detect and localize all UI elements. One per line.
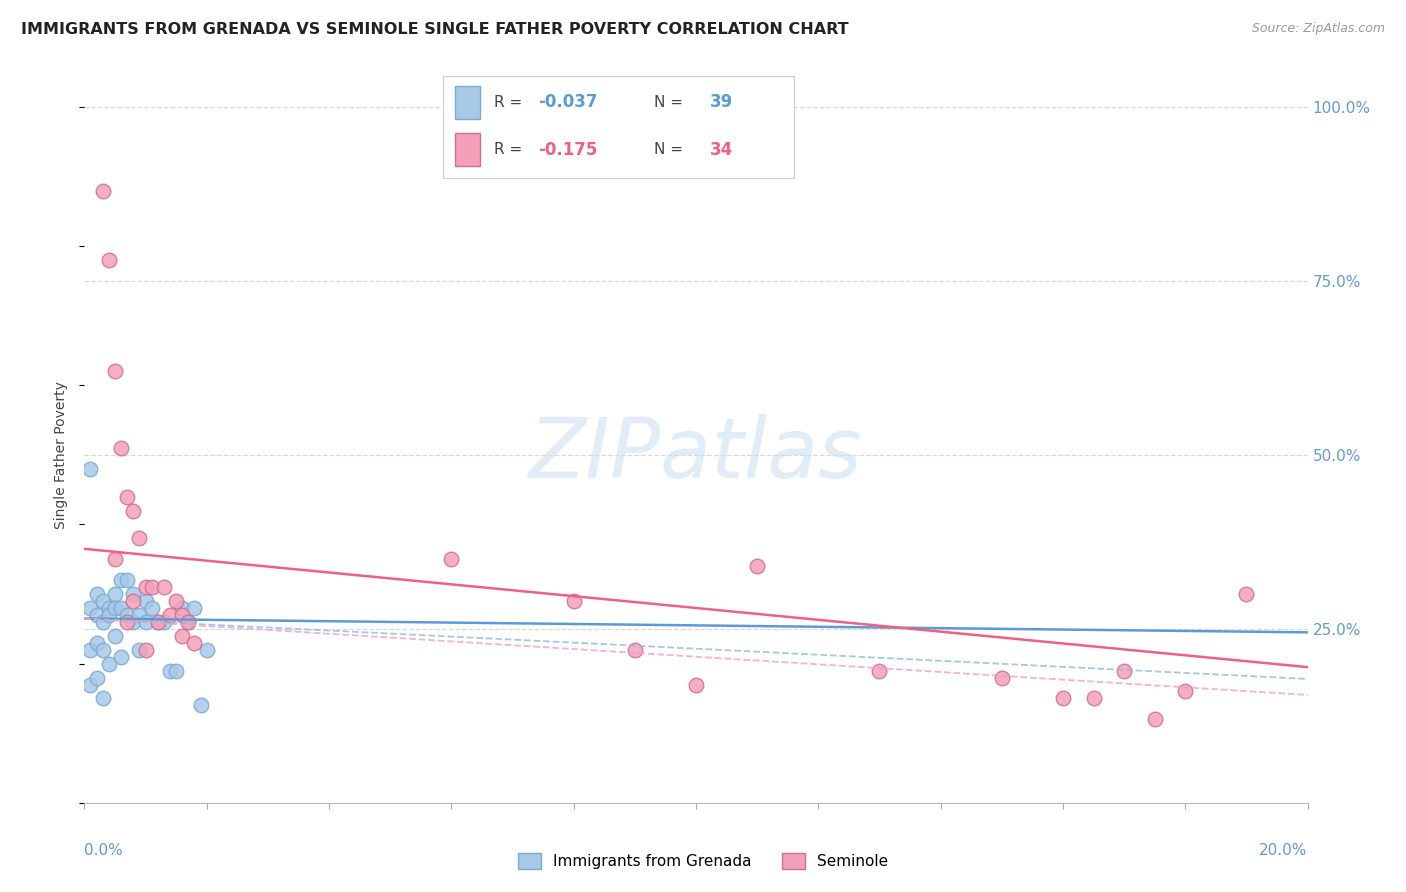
Point — [141, 580, 163, 594]
FancyBboxPatch shape — [456, 87, 479, 119]
Point — [86, 587, 108, 601]
Point — [122, 503, 145, 517]
Point — [141, 601, 163, 615]
Text: R =: R = — [494, 95, 527, 110]
Point — [172, 607, 194, 622]
Point — [1236, 587, 1258, 601]
Point — [747, 559, 769, 574]
Point — [110, 601, 132, 615]
Point — [135, 615, 157, 629]
Point — [115, 615, 138, 629]
Point — [104, 364, 127, 378]
Point — [183, 601, 205, 615]
Text: IMMIGRANTS FROM GRENADA VS SEMINOLE SINGLE FATHER POVERTY CORRELATION CHART: IMMIGRANTS FROM GRENADA VS SEMINOLE SING… — [21, 22, 849, 37]
Point — [122, 587, 145, 601]
Point — [153, 580, 176, 594]
Point — [135, 580, 157, 594]
Point — [1143, 712, 1166, 726]
Point — [1174, 684, 1197, 698]
Text: Source: ZipAtlas.com: Source: ZipAtlas.com — [1251, 22, 1385, 36]
Text: 20.0%: 20.0% — [1260, 843, 1308, 858]
Point — [79, 462, 101, 476]
Point — [195, 642, 218, 657]
Point — [91, 691, 114, 706]
Point — [624, 642, 647, 657]
Point — [122, 594, 145, 608]
Point — [685, 677, 707, 691]
Point — [1083, 691, 1105, 706]
Point — [1052, 691, 1074, 706]
Point — [110, 441, 132, 455]
Text: 34: 34 — [710, 141, 734, 159]
Point — [869, 664, 891, 678]
Point — [1114, 664, 1136, 678]
Point — [97, 253, 120, 268]
Legend: Immigrants from Grenada, Seminole: Immigrants from Grenada, Seminole — [512, 847, 894, 875]
Point — [135, 642, 157, 657]
Point — [104, 587, 127, 601]
Text: 39: 39 — [710, 94, 734, 112]
Point — [86, 607, 108, 622]
Point — [86, 636, 108, 650]
Point — [79, 642, 101, 657]
Point — [104, 601, 127, 615]
Point — [115, 573, 138, 587]
Point — [159, 664, 181, 678]
Point — [79, 677, 101, 691]
Point — [190, 698, 212, 713]
FancyBboxPatch shape — [456, 133, 479, 166]
Point — [91, 594, 114, 608]
Point — [562, 594, 585, 608]
Point — [97, 601, 120, 615]
Point — [97, 607, 120, 622]
Text: -0.175: -0.175 — [537, 141, 598, 159]
Y-axis label: Single Father Poverty: Single Father Poverty — [55, 381, 69, 529]
Text: ZIPatlas: ZIPatlas — [529, 415, 863, 495]
Point — [146, 615, 169, 629]
Point — [128, 642, 150, 657]
Point — [91, 642, 114, 657]
Point — [91, 184, 114, 198]
Point — [104, 552, 127, 566]
Point — [183, 636, 205, 650]
Text: N =: N = — [654, 95, 688, 110]
Text: 0.0%: 0.0% — [84, 843, 124, 858]
Point — [104, 629, 127, 643]
Point — [172, 629, 194, 643]
Point — [440, 552, 463, 566]
Point — [97, 657, 120, 671]
Point — [110, 573, 132, 587]
Text: R =: R = — [494, 142, 527, 157]
Point — [172, 601, 194, 615]
Point — [122, 615, 145, 629]
Point — [128, 607, 150, 622]
Point — [86, 671, 108, 685]
Point — [110, 649, 132, 664]
Point — [115, 607, 138, 622]
Point — [128, 532, 150, 546]
Point — [991, 671, 1014, 685]
Point — [115, 490, 138, 504]
Point — [177, 615, 200, 629]
Text: N =: N = — [654, 142, 688, 157]
Point — [135, 594, 157, 608]
Point — [153, 615, 176, 629]
Point — [165, 664, 187, 678]
Point — [177, 615, 200, 629]
Text: -0.037: -0.037 — [537, 94, 598, 112]
Point — [146, 615, 169, 629]
Point — [79, 601, 101, 615]
Point — [91, 615, 114, 629]
Point — [159, 607, 181, 622]
Point — [165, 594, 187, 608]
